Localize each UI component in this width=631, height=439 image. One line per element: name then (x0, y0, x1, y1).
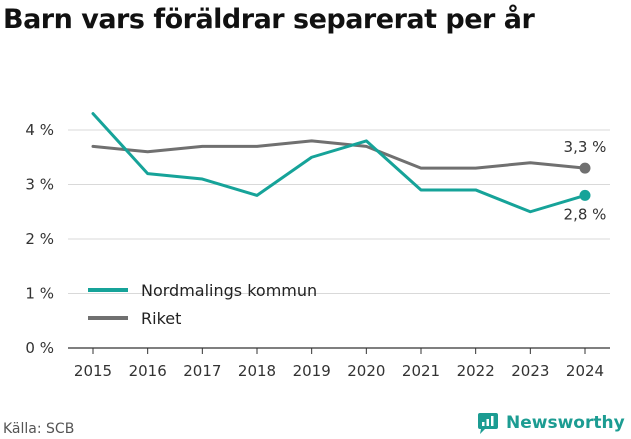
x-tick-label: 2015 (74, 362, 112, 380)
y-tick-label: 2 % (25, 230, 54, 248)
brand-name: Newsworthy (506, 413, 625, 433)
x-tick-label: 2022 (457, 362, 495, 380)
x-tick-label: 2023 (511, 362, 549, 380)
end-label-riket: 3,3 % (564, 138, 607, 156)
series-lines: 3,3 % 2,8 % (91, 112, 607, 223)
x-tick-label: 2018 (238, 362, 276, 380)
x-axis-ticks: 2015 2016 2017 2018 2019 2020 2021 2022 2023 2024 (74, 348, 604, 380)
series-line-kommun (91, 112, 587, 214)
series-line-riket (91, 139, 587, 170)
x-tick-label: 2020 (347, 362, 385, 380)
newsworthy-logo[interactable]: Newsworthy (476, 411, 625, 435)
y-tick-label: 3 % (25, 176, 54, 194)
grid-lines (68, 129, 610, 349)
legend: Nordmalings kommun Riket (88, 281, 317, 328)
newsworthy-icon (478, 413, 498, 434)
legend-label-riket: Riket (141, 309, 181, 328)
y-tick-label: 1 % (25, 285, 54, 303)
legend-label-kommun: Nordmalings kommun (141, 281, 317, 300)
y-tick-label: 0 % (25, 339, 54, 357)
y-tick-label: 4 % (25, 121, 54, 139)
x-tick-label: 2021 (402, 362, 440, 380)
source-note: Källa: SCB (3, 421, 75, 437)
end-label-kommun: 2,8 % (564, 205, 607, 223)
end-point-riket (579, 162, 591, 174)
x-tick-label: 2017 (183, 362, 221, 380)
line-chart: 0 % 1 % 2 % 3 % 4 % 2015 2016 2017 2018 2019 2020… (25, 112, 610, 380)
x-tick-label: 2019 (293, 362, 331, 380)
y-axis-ticks: 0 % 1 % 2 % 3 % 4 % (25, 121, 54, 357)
chart-title: Barn vars föräldrar separerat per år (3, 4, 535, 35)
x-tick-label: 2024 (566, 362, 604, 380)
x-tick-label: 2016 (129, 362, 167, 380)
end-point-kommun (579, 189, 591, 201)
